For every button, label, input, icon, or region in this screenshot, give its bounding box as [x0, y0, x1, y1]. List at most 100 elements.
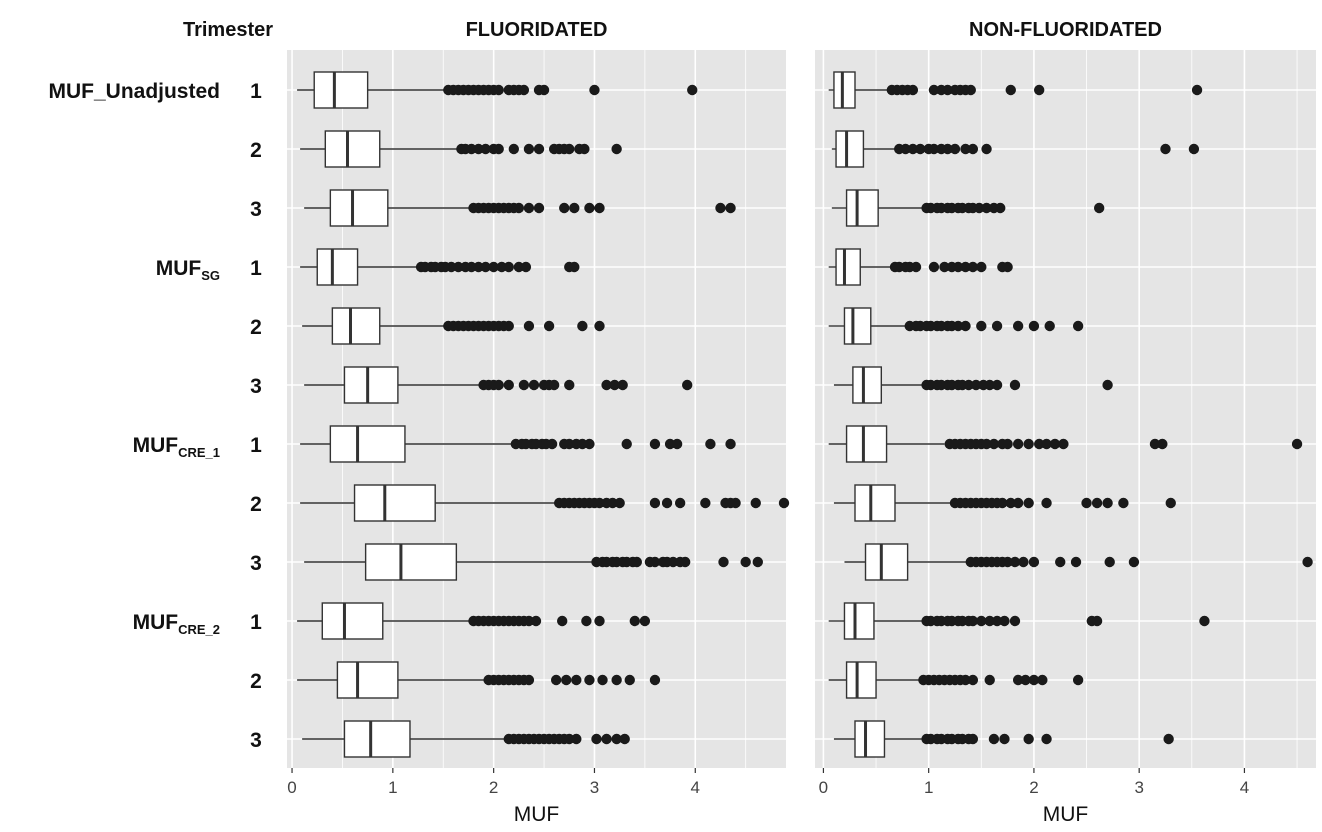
- outlier-point: [1188, 143, 1200, 155]
- outlier-point: [571, 674, 582, 686]
- outlier-point: [1009, 556, 1021, 568]
- outlier-point: [518, 379, 530, 391]
- outlier-point: [621, 438, 632, 450]
- outlier-point: [981, 202, 992, 214]
- outlier-point: [1028, 320, 1040, 332]
- outlier-point: [579, 143, 590, 155]
- outlier-point: [682, 379, 693, 391]
- outlier-point: [965, 84, 976, 96]
- outlier-point: [591, 733, 602, 745]
- outlier-point: [594, 202, 605, 214]
- box-iqr: [353, 484, 436, 522]
- outlier-point: [960, 674, 971, 686]
- outlier-point: [1012, 438, 1024, 450]
- outlier-point: [674, 497, 686, 509]
- outlier-point: [991, 320, 1003, 332]
- outlier-point: [952, 261, 964, 273]
- outlier-point: [976, 615, 987, 627]
- outlier-point: [718, 556, 729, 568]
- outlier-point: [687, 84, 698, 96]
- outlier-point: [564, 379, 575, 391]
- x-tick-label: 0: [819, 778, 828, 797]
- outlier-point: [548, 379, 560, 391]
- x-tick-label: 1: [924, 778, 933, 797]
- outlier-point: [528, 379, 540, 391]
- outlier-point: [629, 615, 640, 627]
- outlier-point: [671, 438, 683, 450]
- outlier-point: [543, 320, 555, 332]
- outlier-point: [503, 261, 514, 273]
- outlier-point: [561, 674, 572, 686]
- outlier-point: [705, 438, 716, 450]
- outlier-point: [649, 556, 661, 568]
- outlier-point: [1020, 674, 1031, 686]
- outlier-point: [577, 320, 588, 332]
- outlier-point: [530, 615, 542, 627]
- outlier-point: [1160, 143, 1171, 155]
- outlier-point: [1118, 497, 1129, 509]
- outlier-point: [1002, 438, 1013, 450]
- row-group-label-subscript: CRE_2: [178, 622, 220, 637]
- row-group-label-base: MUF: [133, 434, 179, 457]
- outlier-point: [1058, 438, 1069, 450]
- outlier-point: [1005, 84, 1016, 96]
- box-iqr: [329, 189, 389, 227]
- outlier-point: [988, 438, 1000, 450]
- outlier-point: [967, 261, 979, 273]
- x-tick-label: 4: [1240, 778, 1249, 797]
- outlier-point: [679, 556, 691, 568]
- outlier-point: [715, 202, 726, 214]
- outlier-point: [639, 615, 651, 627]
- outlier-point: [981, 143, 992, 155]
- outlier-point: [1041, 733, 1052, 745]
- outlier-point: [584, 674, 595, 686]
- outlier-point: [928, 84, 940, 96]
- outlier-point: [725, 438, 736, 450]
- outlier-point: [984, 674, 995, 686]
- outlier-point: [571, 733, 582, 745]
- trimester-label: 3: [250, 375, 262, 398]
- x-tick-label: 0: [287, 778, 296, 797]
- outlier-point: [508, 143, 520, 155]
- outlier-point: [1002, 556, 1013, 568]
- outlier-point: [1023, 497, 1034, 509]
- outlier-point: [942, 143, 953, 155]
- box-iqr: [336, 661, 399, 699]
- outlier-point: [981, 438, 992, 450]
- trimester-label: 1: [250, 257, 262, 280]
- outlier-point: [649, 438, 661, 450]
- box-iqr: [854, 484, 896, 522]
- outlier-point: [1072, 320, 1084, 332]
- trimester-label: 1: [250, 611, 262, 634]
- outlier-point: [601, 733, 612, 745]
- trimester-label: 3: [250, 198, 262, 221]
- outlier-point: [1041, 438, 1052, 450]
- x-tick-label: 4: [691, 778, 700, 797]
- row-group-label-subscript: CRE_1: [178, 445, 220, 460]
- panel-title: NON-FLUORIDATED: [969, 19, 1162, 41]
- outlier-point: [546, 438, 558, 450]
- outlier-point: [967, 733, 979, 745]
- trimester-label: 3: [250, 552, 262, 575]
- outlier-point: [1012, 674, 1024, 686]
- outlier-point: [942, 84, 953, 96]
- outlier-point: [503, 320, 514, 332]
- box-iqr: [845, 189, 879, 227]
- box-iqr: [843, 307, 872, 345]
- box-iqr: [321, 602, 384, 640]
- outlier-point: [928, 143, 940, 155]
- outlier-point: [967, 615, 979, 627]
- outlier-point: [730, 497, 741, 509]
- box-iqr: [835, 130, 865, 168]
- outlier-point: [1028, 556, 1040, 568]
- outlier-point: [564, 143, 575, 155]
- outlier-point: [999, 615, 1010, 627]
- panel-background-1: [287, 50, 786, 768]
- outlier-point: [611, 733, 622, 745]
- trimester-label: 2: [250, 316, 262, 339]
- outlier-point: [750, 497, 761, 509]
- outlier-point: [1081, 497, 1092, 509]
- trimester-label: 2: [250, 493, 262, 516]
- outlier-point: [991, 379, 1003, 391]
- outlier-point: [1044, 320, 1055, 332]
